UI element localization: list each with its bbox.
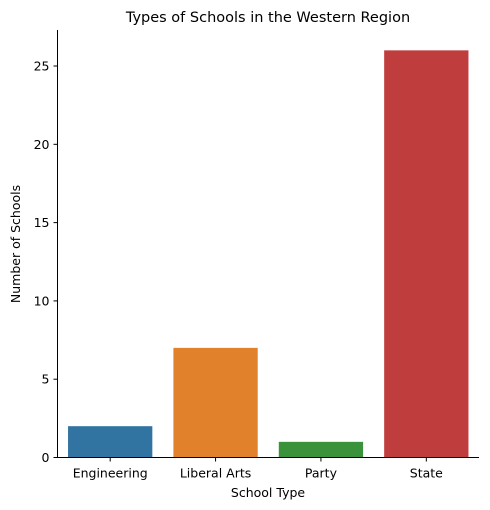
bar-state [384, 50, 469, 458]
x-tick-label: Party [305, 466, 338, 481]
y-tick-label: 5 [42, 372, 50, 387]
y-tick-label: 0 [42, 450, 50, 465]
y-tick-label: 10 [34, 293, 50, 308]
y-axis-label: Number of Schools [8, 185, 23, 303]
x-axis-ticks: Engineering Liberal Arts Party State [73, 457, 443, 481]
bar-engineering [68, 426, 153, 458]
y-tick-label: 15 [34, 215, 50, 230]
y-tick-label: 25 [34, 59, 50, 74]
x-axis-label: School Type [231, 485, 305, 500]
x-tick-label: State [410, 466, 443, 481]
x-tick-label: Liberal Arts [180, 466, 251, 481]
chart-title: Types of Schools in the Western Region [125, 10, 410, 26]
bars-group [68, 50, 469, 458]
x-tick-label: Engineering [73, 466, 148, 481]
bar-party [278, 441, 364, 458]
y-tick-label: 20 [34, 137, 50, 152]
y-axis-ticks: 0 5 10 15 20 25 [34, 59, 58, 465]
bar-liberal-arts [173, 347, 258, 458]
